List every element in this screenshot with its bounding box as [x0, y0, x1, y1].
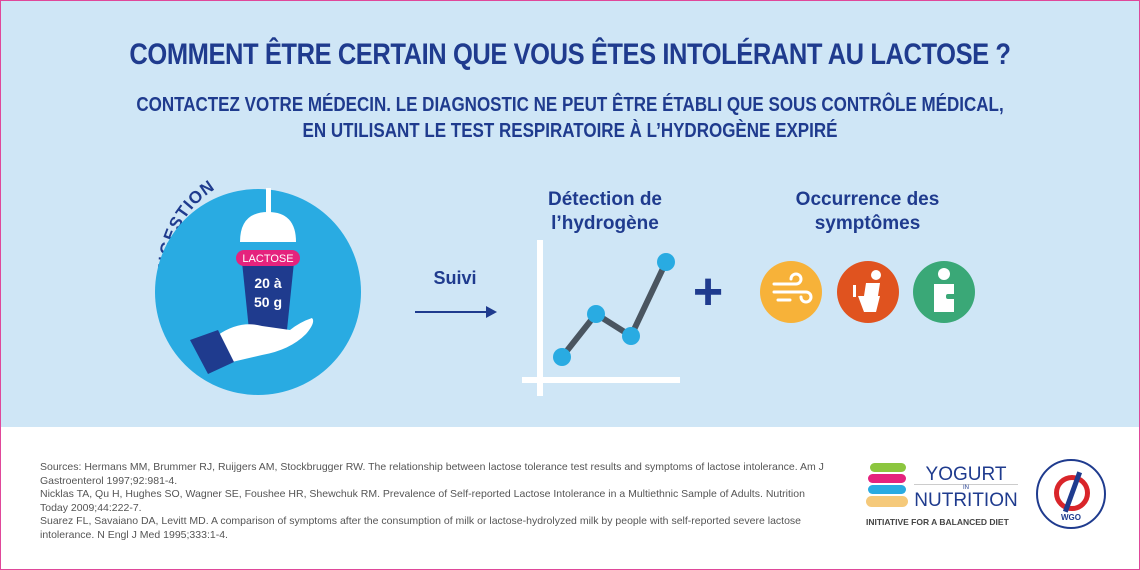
follow-up-label: Suivi [433, 268, 477, 288]
yogurt-in-nutrition-logo: YOGURT IN NUTRITION INITIATIVE FOR A BAL… [866, 463, 1018, 527]
diagram: INGESTION LACTOSE 20 à 50 g [155, 176, 975, 396]
sources: Sources: Hermans MM, Brummer RJ, Ruijger… [40, 461, 827, 541]
svg-text:LACTOSE: LACTOSE [242, 253, 293, 265]
lactose-cup-icon: LACTOSE 20 à 50 g [236, 188, 300, 330]
svg-text:50 g: 50 g [254, 294, 282, 310]
page-title: COMMENT ÊTRE CERTAIN QUE VOUS ÊTES INTOL… [129, 38, 1011, 71]
wgo-logo: WGO [1036, 459, 1106, 529]
svg-text:20 à: 20 à [254, 275, 281, 291]
arrow-head [486, 306, 497, 318]
symptoms-label: Occurrence des symptômes [795, 189, 940, 234]
hand-icon [190, 318, 314, 374]
plus-sign: + [692, 263, 724, 321]
hydrogen-chart-icon [522, 240, 680, 396]
detection-label: Détection de l’hydrogène [547, 189, 663, 234]
subtitle: CONTACTEZ VOTRE MÉDECIN. LE DIAGNOSTIC N… [136, 94, 1004, 142]
